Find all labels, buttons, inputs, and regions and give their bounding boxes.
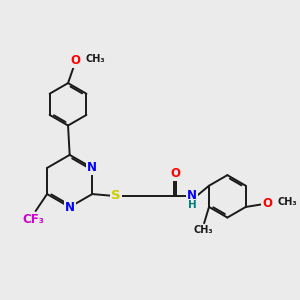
Text: S: S: [111, 189, 121, 202]
Text: O: O: [262, 197, 272, 210]
Text: CH₃: CH₃: [193, 225, 213, 236]
Text: CH₃: CH₃: [278, 197, 297, 207]
Text: N: N: [187, 189, 197, 202]
Text: O: O: [170, 167, 180, 180]
Text: N: N: [65, 201, 75, 214]
Text: CH₃: CH₃: [85, 54, 105, 64]
Text: N: N: [87, 161, 97, 174]
Text: O: O: [70, 54, 80, 67]
Text: H: H: [188, 200, 197, 211]
Text: CF₃: CF₃: [22, 213, 44, 226]
